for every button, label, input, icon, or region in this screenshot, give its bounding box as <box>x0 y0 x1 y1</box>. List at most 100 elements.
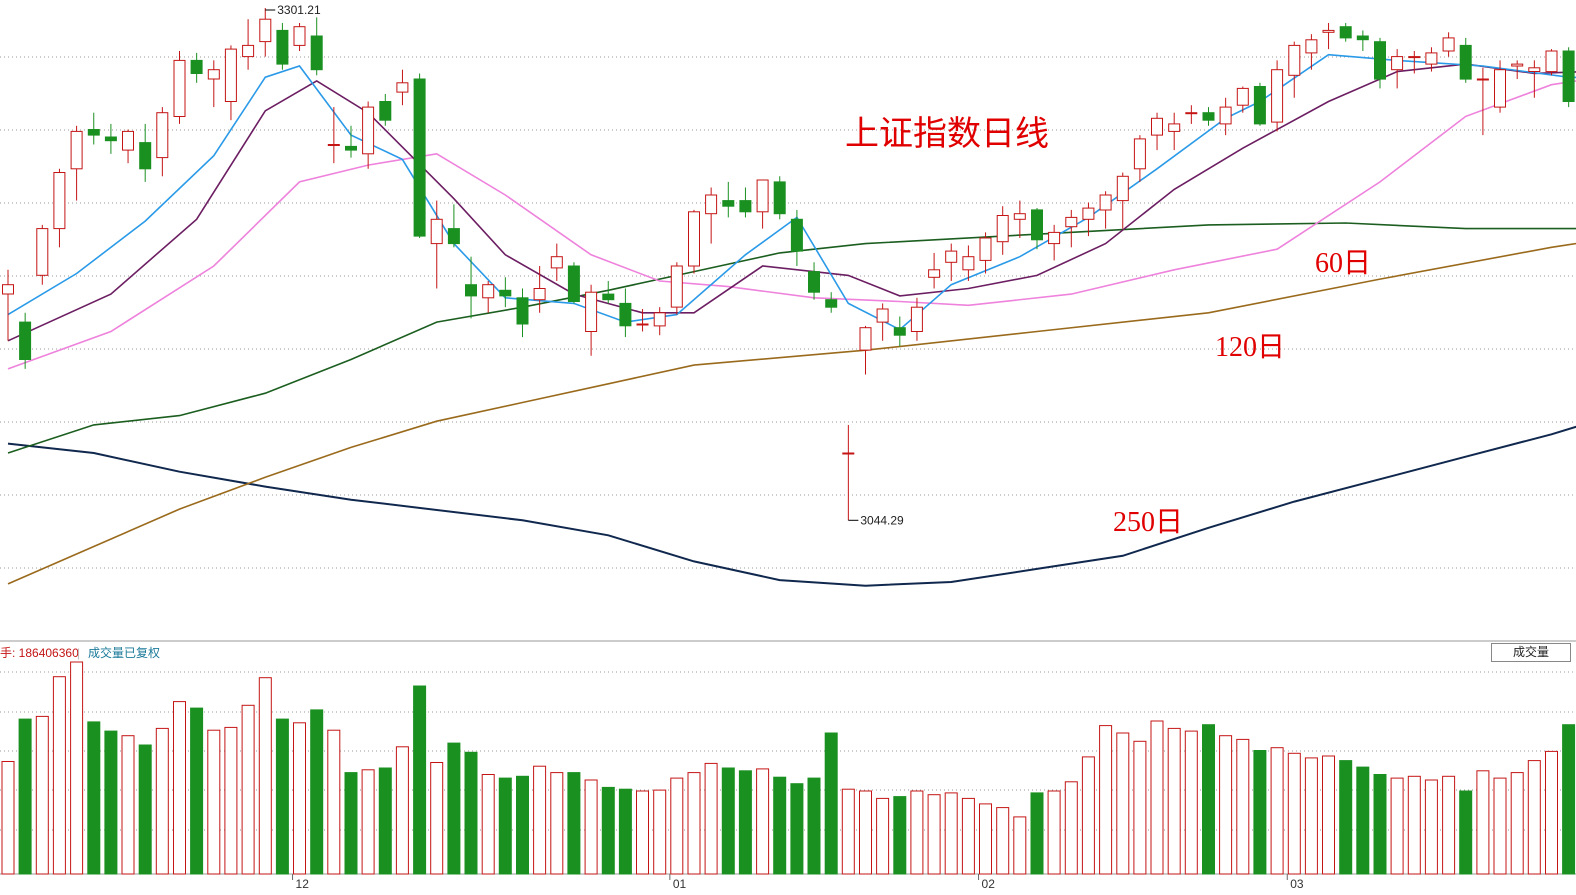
ma120-line <box>7 242 1576 585</box>
volume-bar <box>344 772 358 875</box>
candle-down <box>1031 208 1043 250</box>
volume-bar <box>481 774 495 875</box>
candle-up <box>1305 34 1318 70</box>
volume-bar <box>1493 777 1507 875</box>
candle-up <box>1185 105 1198 124</box>
candle-up <box>979 232 992 274</box>
volume-bar <box>1099 725 1113 875</box>
candle-down <box>790 209 803 267</box>
candle-body <box>653 312 666 327</box>
volume-bar <box>1 761 15 875</box>
volume-bar <box>1287 752 1301 875</box>
volume-bar <box>275 718 289 875</box>
volume-bar <box>18 718 32 875</box>
candle-up <box>173 51 186 124</box>
volume-bar <box>1047 790 1061 875</box>
candle-down <box>1459 37 1472 83</box>
low-price-label: 3044.29 <box>860 513 904 527</box>
candle-body <box>310 35 323 71</box>
candle-body <box>1339 26 1352 39</box>
volume-bar <box>1390 777 1404 875</box>
moving-average-lines <box>7 53 1576 587</box>
candle-up <box>70 125 83 201</box>
ma120-label: 120日 <box>1215 332 1285 363</box>
candle-up <box>1442 32 1455 57</box>
candle-up <box>996 206 1009 255</box>
candle-up <box>1528 60 1541 98</box>
candle-down <box>413 73 426 238</box>
volume-bar <box>1476 770 1490 875</box>
volume-bar <box>1253 750 1267 875</box>
candle-body <box>756 179 769 213</box>
candle-down <box>1253 82 1266 126</box>
volume-indicator-button[interactable]: 成交量 <box>1491 643 1571 662</box>
candle-up <box>1151 112 1163 151</box>
volume-bar <box>1236 738 1250 875</box>
candle-up <box>1494 60 1506 113</box>
candle-up <box>1511 60 1524 80</box>
volume-bar <box>1322 755 1335 875</box>
ma20-line <box>7 80 1576 370</box>
candle-body <box>70 130 83 170</box>
candle-body <box>1099 194 1112 211</box>
volume-bar <box>1219 735 1233 875</box>
candle-body <box>1271 69 1284 123</box>
volume-bar <box>1116 732 1130 875</box>
volume-bar <box>807 777 821 875</box>
candle-body <box>1168 123 1181 132</box>
candle-body <box>1133 138 1146 170</box>
candle-body <box>156 112 169 159</box>
candle-down <box>19 312 32 369</box>
candle-body <box>928 269 941 278</box>
candle-body <box>1185 112 1198 115</box>
candle-body <box>705 194 718 215</box>
candle-down <box>310 17 323 76</box>
candle-body <box>1528 67 1541 73</box>
volume-bar <box>1064 781 1078 875</box>
candle-body <box>585 291 598 333</box>
volume-bar <box>155 727 169 875</box>
candle-up <box>242 19 255 70</box>
volume-bar <box>653 789 667 875</box>
candle-up <box>1288 41 1301 98</box>
volume-legend-sep: | <box>77 646 80 660</box>
volume-bar <box>567 772 581 875</box>
candle-body <box>1408 56 1421 59</box>
volume-bar <box>498 777 512 875</box>
volume-bar <box>464 751 478 875</box>
volume-bar <box>310 709 324 875</box>
candle-body <box>396 82 409 93</box>
candle-down <box>1374 37 1386 89</box>
candle-up <box>1322 22 1335 50</box>
candle-body <box>1459 44 1472 80</box>
candle-body <box>1494 69 1506 108</box>
volume-bar <box>927 794 941 875</box>
volume-bar <box>70 661 84 875</box>
candle-down <box>276 22 289 70</box>
volume-bar <box>1013 816 1027 875</box>
candle-body <box>87 129 100 136</box>
candle-body <box>36 228 49 276</box>
ma60-line <box>7 222 1576 454</box>
candle-body <box>139 142 152 170</box>
candle-body <box>979 237 992 261</box>
volume-bar <box>1081 756 1095 875</box>
candle-up <box>430 200 443 289</box>
x-tick-label: 01 <box>673 877 687 891</box>
volume-bar <box>447 742 461 875</box>
candle-up <box>1082 202 1095 237</box>
volume-bar <box>104 730 118 875</box>
candle-up <box>705 187 718 244</box>
volume-bar <box>996 807 1010 875</box>
candle-up <box>910 297 923 341</box>
candle-down <box>722 181 735 218</box>
candle-up <box>1133 135 1146 182</box>
candle-down <box>808 262 820 300</box>
volume-bar <box>52 676 66 875</box>
x-tick-label: 03 <box>1290 877 1304 891</box>
volume-bar <box>721 767 735 875</box>
volume-bar <box>138 744 152 875</box>
candle-body <box>859 327 872 351</box>
candle-body <box>808 271 820 293</box>
